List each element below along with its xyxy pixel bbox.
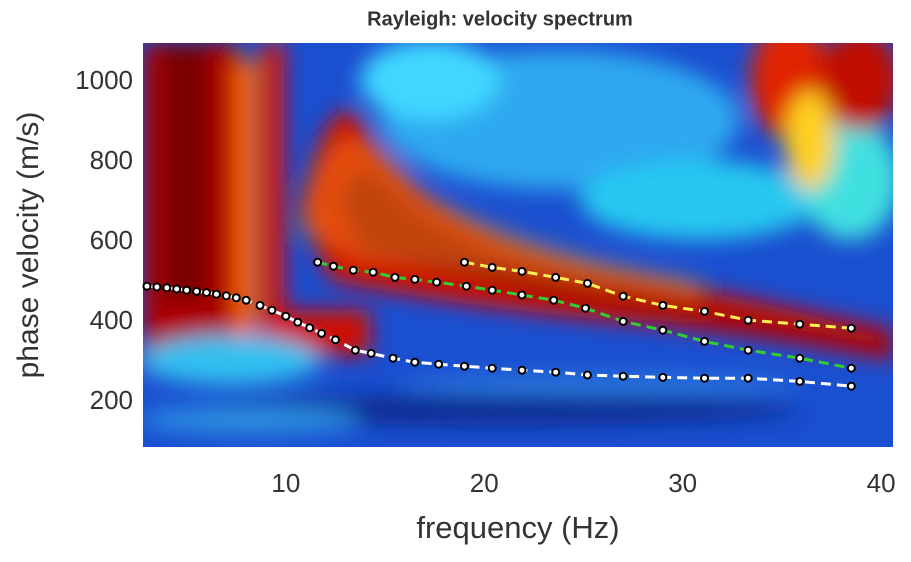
pick-point xyxy=(317,328,327,338)
pick-point xyxy=(390,272,400,282)
y-tick-label: 600 xyxy=(90,225,133,255)
pick-point xyxy=(795,353,805,363)
x-tick-label: 10 xyxy=(271,468,300,498)
y-tick-label: 800 xyxy=(90,145,133,175)
pick-point xyxy=(142,281,152,291)
pick-point xyxy=(517,266,527,276)
pick-point xyxy=(293,317,303,327)
pick-point xyxy=(192,286,202,296)
pick-point xyxy=(795,319,805,329)
pick-point xyxy=(549,295,559,305)
pick-point xyxy=(743,315,753,325)
x-axis-label: frequency (Hz) xyxy=(416,510,619,545)
pick-point xyxy=(305,323,315,333)
pick-point xyxy=(700,373,710,383)
pick-point xyxy=(434,359,444,369)
pick-point xyxy=(172,284,182,294)
pick-point xyxy=(658,300,668,310)
pick-point xyxy=(432,277,442,287)
pick-point xyxy=(152,282,162,292)
pick-point xyxy=(743,345,753,355)
pick-point xyxy=(182,285,192,295)
pick-point xyxy=(313,257,323,267)
pick-point xyxy=(846,381,856,391)
pick-point xyxy=(551,367,561,377)
pick-point xyxy=(328,261,338,271)
pick-point xyxy=(618,371,628,381)
pick-point xyxy=(281,311,291,321)
pick-point xyxy=(267,305,277,315)
pick-curve xyxy=(146,284,852,388)
pick-point xyxy=(487,285,497,295)
x-tick-label: 20 xyxy=(470,468,499,498)
pick-point xyxy=(459,361,469,371)
pick-point xyxy=(459,257,469,267)
pick-point xyxy=(846,363,856,373)
pick-point xyxy=(658,372,668,382)
chart-title: Rayleigh: velocity spectrum xyxy=(367,8,633,30)
pick-point xyxy=(517,290,527,300)
pick-point xyxy=(700,336,710,346)
pick-point xyxy=(487,262,497,272)
pick-point xyxy=(618,291,628,301)
pick-point xyxy=(582,278,592,288)
pick-point xyxy=(350,345,360,355)
pick-point xyxy=(700,306,710,316)
y-axis-label: phase velocity (m/s) xyxy=(12,112,45,379)
pick-point xyxy=(580,303,590,313)
pick-point xyxy=(618,316,628,326)
pick-point xyxy=(517,365,527,375)
x-tick-label: 40 xyxy=(867,468,896,498)
pick-point xyxy=(582,370,592,380)
pick-point xyxy=(551,272,561,282)
pick-point xyxy=(795,376,805,386)
x-tick-label: 30 xyxy=(668,468,697,498)
y-tick-label: 200 xyxy=(90,385,133,415)
pick-point xyxy=(410,274,420,284)
pick-point xyxy=(487,363,497,373)
pick-point xyxy=(461,281,471,291)
pick-point xyxy=(241,295,251,305)
pick-point xyxy=(201,288,211,298)
pick-point xyxy=(366,348,376,358)
pick-point xyxy=(368,267,378,277)
pick-point xyxy=(348,265,358,275)
pick-point xyxy=(231,293,241,303)
y-tick-label: 1000 xyxy=(75,65,133,95)
pick-point xyxy=(162,283,172,293)
pick-point xyxy=(221,291,231,301)
pick-point xyxy=(743,373,753,383)
spectrum-heatmap xyxy=(143,43,893,447)
pick-point xyxy=(388,353,398,363)
pick-point xyxy=(330,335,340,345)
y-tick-label: 400 xyxy=(90,305,133,335)
pick-point xyxy=(211,289,221,299)
pick-point xyxy=(658,325,668,335)
pick-point xyxy=(255,300,265,310)
pick-point xyxy=(410,357,420,367)
pick-point xyxy=(846,323,856,333)
